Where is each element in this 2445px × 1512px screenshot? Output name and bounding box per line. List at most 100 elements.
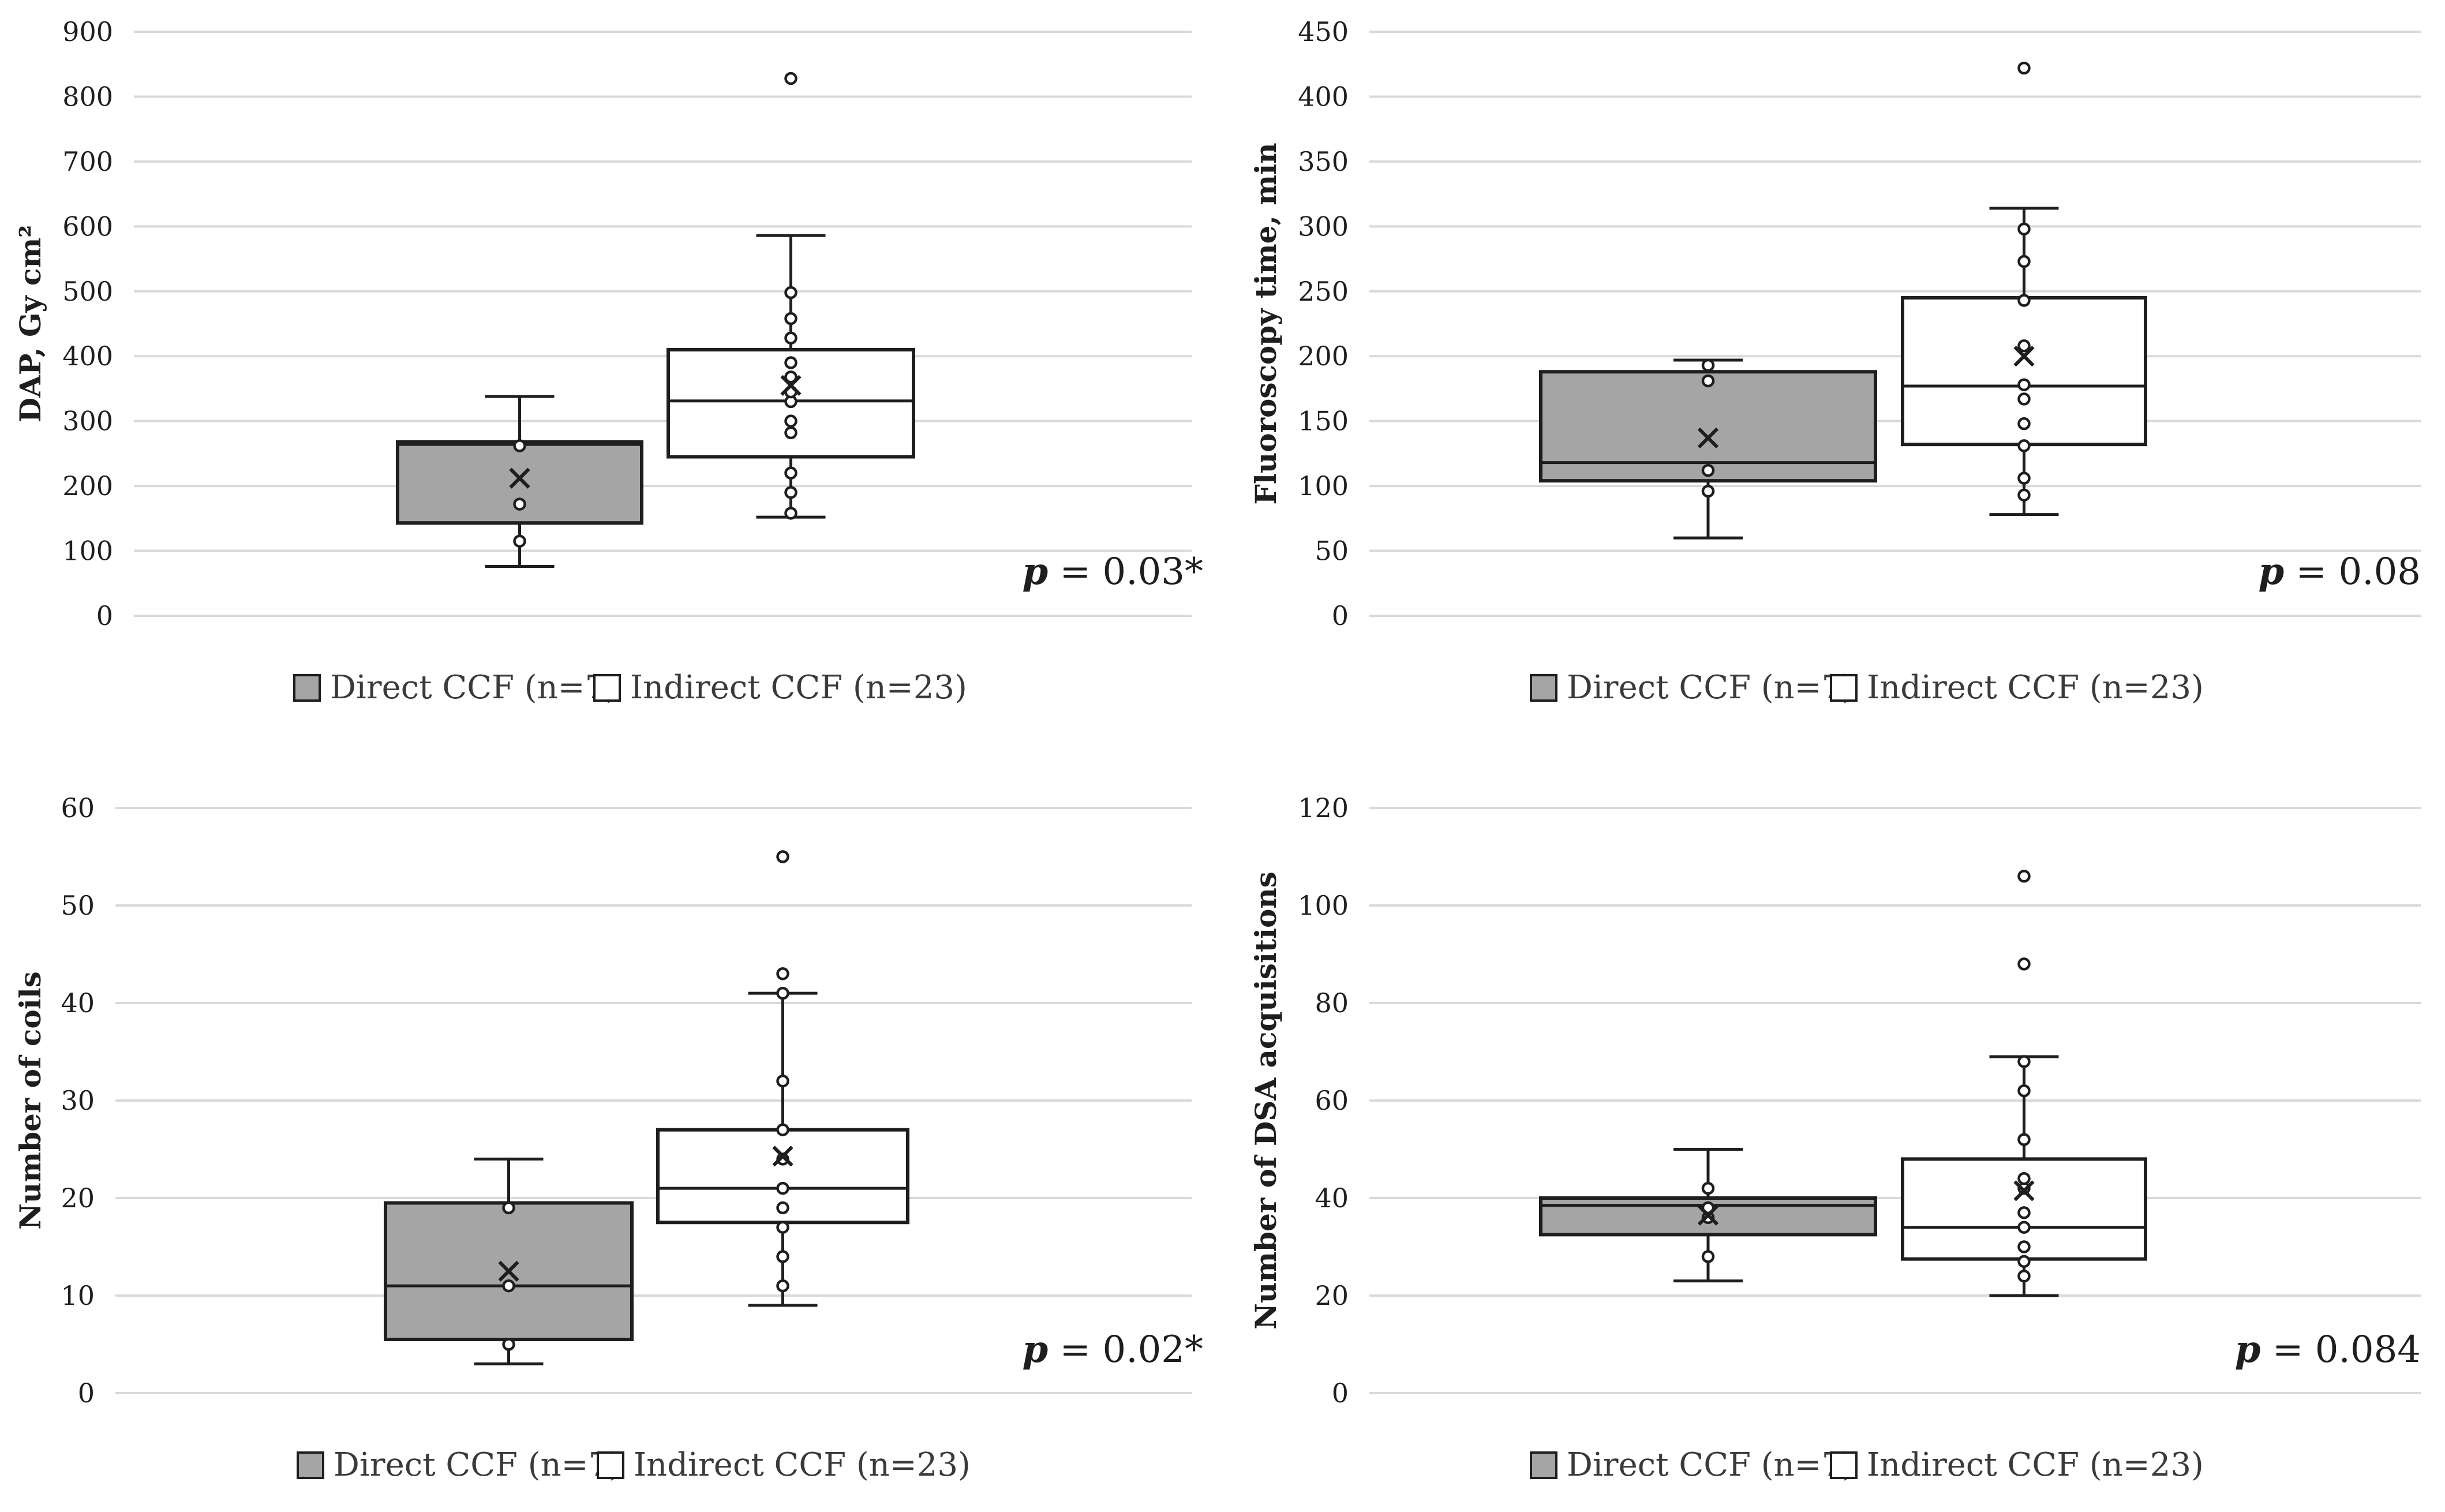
data-point — [784, 466, 797, 480]
legend-label-indirect: Indirect CCF (n=23) — [1867, 1446, 2204, 1484]
mean-marker — [780, 375, 802, 396]
y-tick-label: 50 — [61, 890, 95, 921]
y-tick-label: 60 — [1315, 1085, 1349, 1116]
mean-marker — [1697, 1204, 1719, 1226]
y-axis-title: DAP, Gy cm² — [13, 225, 47, 423]
legend-swatch-indirect — [1830, 1451, 1858, 1479]
data-point — [784, 507, 797, 520]
data-point — [2017, 417, 2031, 431]
box-series-indirect — [656, 850, 909, 1307]
data-point — [2017, 222, 2031, 236]
legend-label-direct: Direct CCF (n=7) — [1567, 1446, 1855, 1484]
mean-marker — [1697, 427, 1719, 449]
data-point — [2017, 1255, 2031, 1268]
data-point — [784, 356, 797, 369]
data-point — [776, 1201, 789, 1215]
y-tick-label: 200 — [1298, 340, 1349, 372]
p-value-symbol: p — [2258, 550, 2284, 593]
data-point — [2017, 1206, 2031, 1219]
legend-swatch-direct — [1530, 674, 1557, 702]
legend-label-direct: Direct CCF (n=7) — [330, 669, 618, 706]
mean-marker-stroke — [780, 375, 802, 396]
legend: Direct CCF (n=7) Indirect CCF (n=23) — [293, 669, 967, 706]
p-value-text: = 0.084 — [2260, 1328, 2421, 1371]
y-tick-label: 700 — [62, 146, 113, 177]
data-point — [784, 426, 797, 440]
mean-marker — [2013, 346, 2035, 367]
legend: Direct CCF (n=7) Indirect CCF (n=23) — [1530, 1446, 2204, 1484]
chart-panel-4: 0 20 40 60 80 100 120 Number of DSA acquisition… — [1249, 792, 2421, 1484]
outlier-point — [2017, 870, 2031, 883]
p-value-symbol: p — [1022, 550, 1048, 593]
mean-marker — [498, 1260, 519, 1282]
y-tick-label: 100 — [62, 536, 113, 567]
mean-marker-stroke — [509, 467, 530, 489]
legend-label-indirect: Indirect CCF (n=23) — [634, 1446, 971, 1484]
box-series-indirect — [1901, 61, 2147, 517]
y-tick-label: 40 — [1315, 1182, 1349, 1214]
outlier-point — [2017, 957, 2031, 971]
data-point — [2017, 255, 2031, 268]
chart-panel-3: 0 10 20 30 40 50 60 Number of coils p = 0.02* Dir… — [13, 792, 1203, 1484]
p-value-symbol: p — [2235, 1328, 2261, 1371]
chart-panel-2: 0 50 100 150 200 250 300 350 400 450 Fluoroscopy t… — [1249, 16, 2421, 706]
y-axis-title: Fluoroscopy time, min — [1249, 143, 1283, 504]
chart-panel-1: 0 100 200 300 400 500 600 700 800 900 DAP, Gy cm² p… — [13, 16, 1203, 706]
y-tick-label: 50 — [1315, 536, 1349, 567]
outlier-point — [784, 72, 797, 85]
legend-swatch-direct — [297, 1451, 324, 1479]
mean-marker — [772, 1146, 793, 1167]
y-tick-label: 0 — [78, 1378, 95, 1409]
mean-marker-stroke — [1697, 1204, 1719, 1226]
data-point — [513, 534, 526, 548]
data-point — [1701, 374, 1715, 388]
mean-marker-stroke — [498, 1260, 519, 1282]
y-tick-label: 300 — [62, 406, 113, 437]
data-point — [2017, 1221, 2031, 1234]
box-series-direct — [396, 395, 643, 568]
legend-label-direct: Direct CCF (n=7) — [1567, 669, 1855, 706]
y-tick-label: 0 — [1332, 600, 1349, 631]
data-point — [502, 1338, 515, 1351]
p-value-text: = 0.08 — [2284, 551, 2421, 593]
data-point — [776, 1074, 789, 1088]
p-value-label: p = 0.084 — [2235, 1328, 2421, 1371]
data-point — [776, 1221, 789, 1234]
box-iqr — [396, 440, 643, 525]
data-point — [784, 286, 797, 300]
box-series-direct — [384, 1157, 634, 1365]
y-axis-title: Number of coils — [13, 971, 47, 1230]
legend-swatch-direct — [1530, 1451, 1557, 1479]
y-tick-label: 400 — [62, 340, 113, 372]
y-tick-label: 450 — [1298, 16, 1349, 47]
data-point — [502, 1201, 515, 1215]
data-point — [2017, 378, 2031, 391]
p-value-label: p = 0.02* — [1022, 1328, 1203, 1371]
data-point — [776, 986, 789, 1000]
y-tick-label: 40 — [61, 987, 95, 1019]
y-tick-label: 300 — [1298, 211, 1349, 242]
mean-marker-stroke — [2013, 346, 2035, 367]
legend-swatch-indirect — [1830, 674, 1858, 702]
legend-label-direct: Direct CCF (n=7) — [334, 1446, 621, 1484]
y-tick-label: 10 — [61, 1280, 95, 1311]
data-point — [2017, 439, 2031, 452]
legend-label-indirect: Indirect CCF (n=23) — [1867, 669, 2204, 706]
y-tick-label: 0 — [96, 600, 113, 631]
data-point — [513, 439, 526, 452]
box-series-direct — [1539, 1148, 1877, 1283]
y-tick-label: 500 — [62, 276, 113, 307]
box-series-direct — [1539, 358, 1877, 540]
legend: Direct CCF (n=7) Indirect CCF (n=23) — [297, 1446, 971, 1484]
data-point — [2017, 294, 2031, 307]
data-point — [1701, 484, 1715, 498]
legend-swatch-indirect — [597, 1451, 624, 1479]
mean-marker — [2013, 1180, 2035, 1202]
y-tick-label: 100 — [1298, 890, 1349, 921]
y-tick-label: 120 — [1298, 792, 1349, 824]
mean-marker-stroke — [772, 1146, 793, 1167]
y-axis-title: Number of DSA acquisitions — [1249, 871, 1283, 1330]
y-tick-label: 900 — [62, 16, 113, 47]
data-point — [513, 497, 526, 511]
